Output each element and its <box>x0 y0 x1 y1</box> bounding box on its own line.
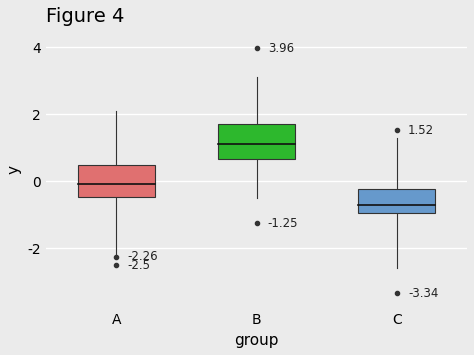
Bar <box>78 165 155 197</box>
Text: -3.34: -3.34 <box>408 287 438 300</box>
Bar <box>218 124 295 159</box>
Bar <box>358 189 436 213</box>
Text: -2.26: -2.26 <box>128 251 158 263</box>
Text: 3.96: 3.96 <box>268 42 294 55</box>
Text: Figure 4: Figure 4 <box>46 7 124 26</box>
X-axis label: group: group <box>234 333 279 348</box>
Text: -2.5: -2.5 <box>128 258 150 272</box>
Y-axis label: y: y <box>7 165 22 174</box>
Text: 1.52: 1.52 <box>408 124 434 137</box>
Text: -1.25: -1.25 <box>268 217 298 230</box>
